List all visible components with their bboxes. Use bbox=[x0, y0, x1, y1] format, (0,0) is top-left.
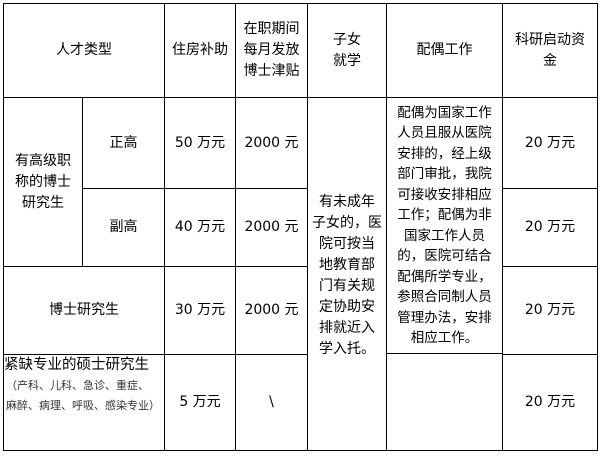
master-housing: 5 万元 bbox=[164, 354, 236, 451]
spouse-policy-empty bbox=[386, 353, 503, 451]
associate-senior-housing: 40 万元 bbox=[164, 188, 236, 267]
master-cell: 紧缺专业的硕士研究生 （产科、儿科、急诊、重症、 麻醉、病理、呼吸、感染专业） bbox=[3, 354, 165, 451]
associate-senior-research: 20 万元 bbox=[502, 188, 598, 267]
phd-allowance: 2000 元 bbox=[235, 266, 308, 355]
full-senior-label: 正高 bbox=[82, 97, 165, 189]
master-allowance: \ bbox=[235, 354, 308, 451]
phd-label: 博士研究生 bbox=[3, 266, 165, 355]
children-policy: 有未成年 子女的，医 院可按当 地教育部 门有关规 定协助安 排就近入 学入托。 bbox=[307, 97, 387, 451]
full-senior-research: 20 万元 bbox=[502, 97, 598, 189]
senior-title-group: 有高级职 称的博士 研究生 bbox=[3, 97, 83, 267]
associate-senior-label: 副高 bbox=[82, 188, 165, 267]
full-senior-housing: 50 万元 bbox=[164, 97, 236, 189]
spouse-policy: 配偶为国家工作 人员且服从医院 安排的，经上级 部门审批，我院 可接收安排相应 … bbox=[386, 97, 503, 354]
full-senior-allowance: 2000 元 bbox=[235, 97, 308, 189]
header-spouse: 配偶工作 bbox=[386, 3, 503, 98]
header-talent-type: 人才类型 bbox=[3, 3, 165, 98]
associate-senior-allowance: 2000 元 bbox=[235, 188, 308, 267]
master-research: 20 万元 bbox=[502, 354, 598, 451]
header-children: 子女 就学 bbox=[307, 3, 387, 98]
master-specialties-note: （产科、儿科、急诊、重症、 麻醉、病理、呼吸、感染专业） bbox=[6, 379, 160, 412]
header-housing: 住房补助 bbox=[164, 3, 236, 98]
phd-housing: 30 万元 bbox=[164, 266, 236, 355]
phd-research: 20 万元 bbox=[502, 266, 598, 355]
header-research: 科研启动资 金 bbox=[502, 3, 598, 98]
header-allowance: 在职期间 每月发放 博士津贴 bbox=[235, 3, 308, 98]
master-label: 紧缺专业的硕士研究生 bbox=[4, 357, 149, 373]
